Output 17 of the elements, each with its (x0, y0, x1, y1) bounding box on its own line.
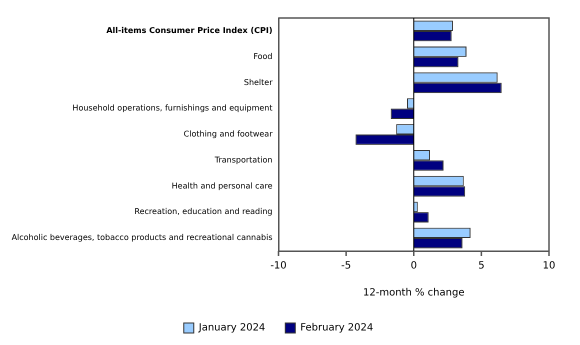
y-tick-label: Household operations, furnishings and equipment (72, 104, 272, 113)
y-tick-label: Alcoholic beverages, tobacco products and recreational cannabis (12, 233, 272, 242)
y-tick-label: Recreation, education and reading (134, 207, 272, 216)
x-tick-label: 0 (410, 260, 417, 272)
y-tick-label: Food (253, 52, 272, 61)
x-axis-title: 12-month % change (363, 288, 464, 299)
y-tick-label: Shelter (244, 78, 274, 87)
legend-label: February 2024 (300, 322, 374, 334)
y-tick-label: All-items Consumer Price Index (CPI) (106, 26, 272, 36)
y-tick-label: Transportation (214, 155, 272, 164)
x-tick-label: -10 (270, 260, 287, 272)
x-tick-label: 5 (478, 260, 485, 272)
x-tick-label: -5 (341, 260, 352, 272)
y-tick-label: Clothing and footwear (184, 130, 274, 139)
x-tick-label: 10 (542, 260, 556, 272)
legend-label: January 2024 (198, 322, 266, 334)
y-tick-label: Health and personal care (172, 181, 273, 190)
